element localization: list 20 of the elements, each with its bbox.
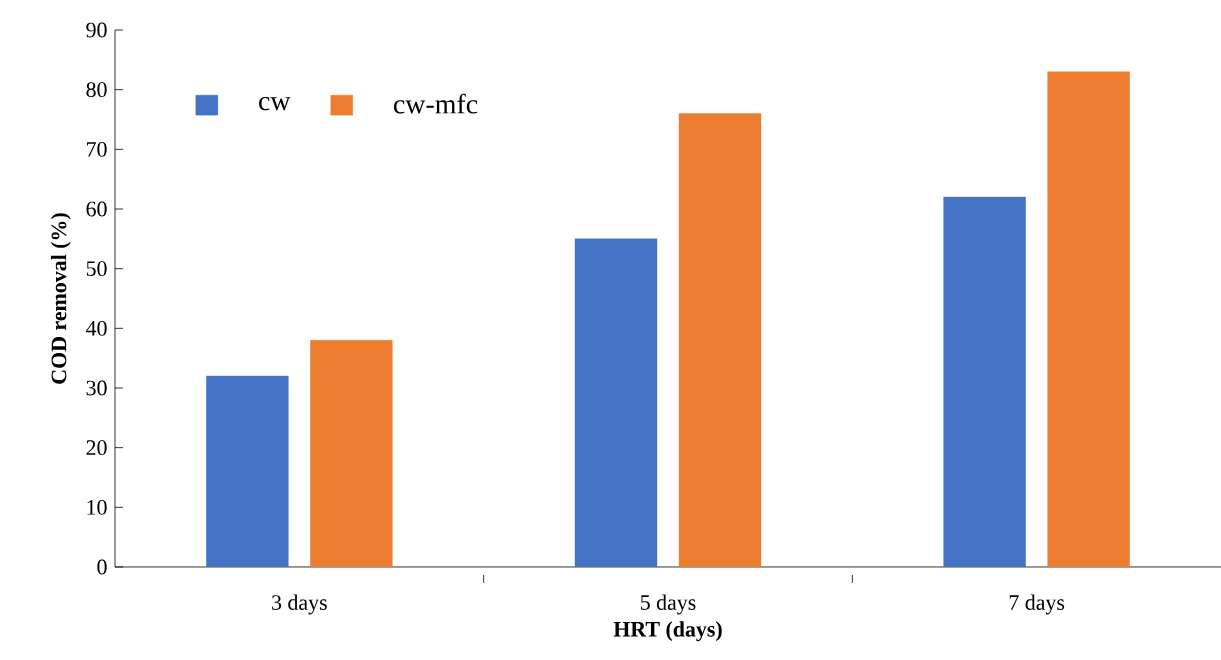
y-tick-label: 0 bbox=[97, 559, 107, 575]
y-axis-title: COD removal (%) bbox=[50, 213, 71, 384]
y-tick-label: 50 bbox=[86, 261, 107, 277]
y-tick-label: 20 bbox=[86, 440, 107, 456]
bar bbox=[1047, 71, 1130, 567]
x-tick-label: 3 days bbox=[272, 594, 327, 615]
bar bbox=[678, 113, 762, 567]
bar bbox=[310, 340, 393, 567]
x-tick-label: 5 days bbox=[640, 594, 696, 615]
y-tick-label: 60 bbox=[86, 201, 107, 217]
y-tick-label: 30 bbox=[86, 380, 107, 396]
y-tick-label: 70 bbox=[87, 141, 107, 157]
y-tick-label: 40 bbox=[86, 320, 107, 336]
y-tick-label: 80 bbox=[86, 82, 107, 98]
x-axis-title: HRT (days) bbox=[613, 621, 722, 642]
legend-label: cw-mfc bbox=[393, 93, 478, 114]
y-tick-label: 10 bbox=[87, 499, 107, 515]
y-tick-label: 90 bbox=[86, 22, 107, 38]
x-tick-label: 7 days bbox=[1009, 594, 1065, 615]
legend-label: cw bbox=[259, 96, 291, 111]
